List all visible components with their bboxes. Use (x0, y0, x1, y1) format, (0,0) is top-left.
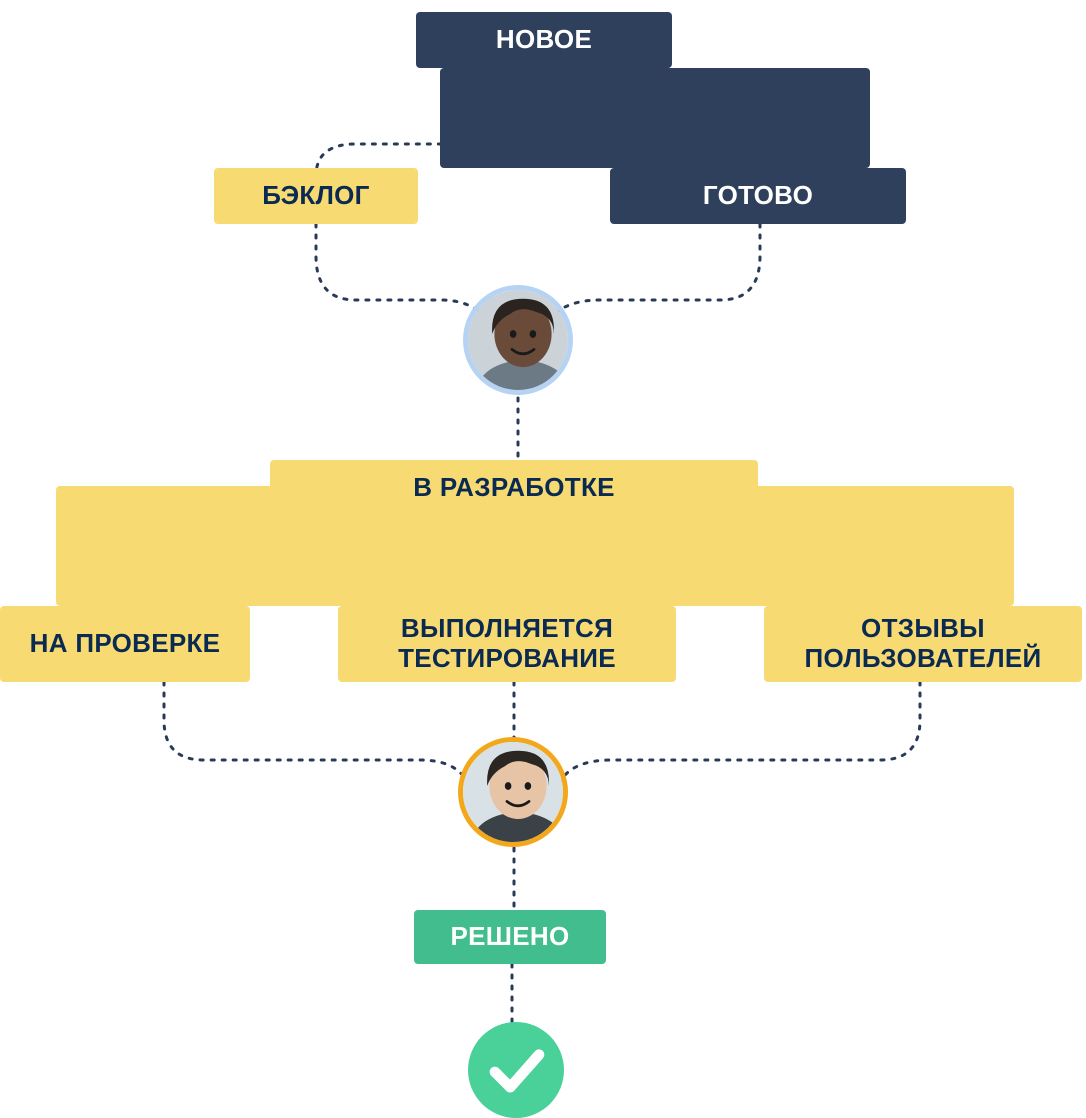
workflow-diagram: НОВОЕ БЭКЛОГ ГОТОВО В РАЗРАБОТКЕ НА ПРОВ… (0, 0, 1086, 1118)
node-dev: В РАЗРАБОТКЕ (270, 460, 758, 516)
decor-block (440, 68, 870, 168)
avatar-1 (463, 285, 573, 395)
node-backlog: БЭКЛОГ (214, 168, 418, 224)
avatar-2 (458, 737, 568, 847)
node-review: НА ПРОВЕРКЕ (0, 606, 250, 682)
node-done: ГОТОВО (610, 168, 906, 224)
node-new: НОВОЕ (416, 12, 672, 68)
node-feedback: ОТЗЫВЫ ПОЛЬЗОВАТЕЛЕЙ (764, 606, 1082, 682)
check-icon (468, 1022, 564, 1118)
node-testing: ВЫПОЛНЯЕТСЯ ТЕСТИРОВАНИЕ (338, 606, 676, 682)
node-resolved: РЕШЕНО (414, 910, 606, 964)
